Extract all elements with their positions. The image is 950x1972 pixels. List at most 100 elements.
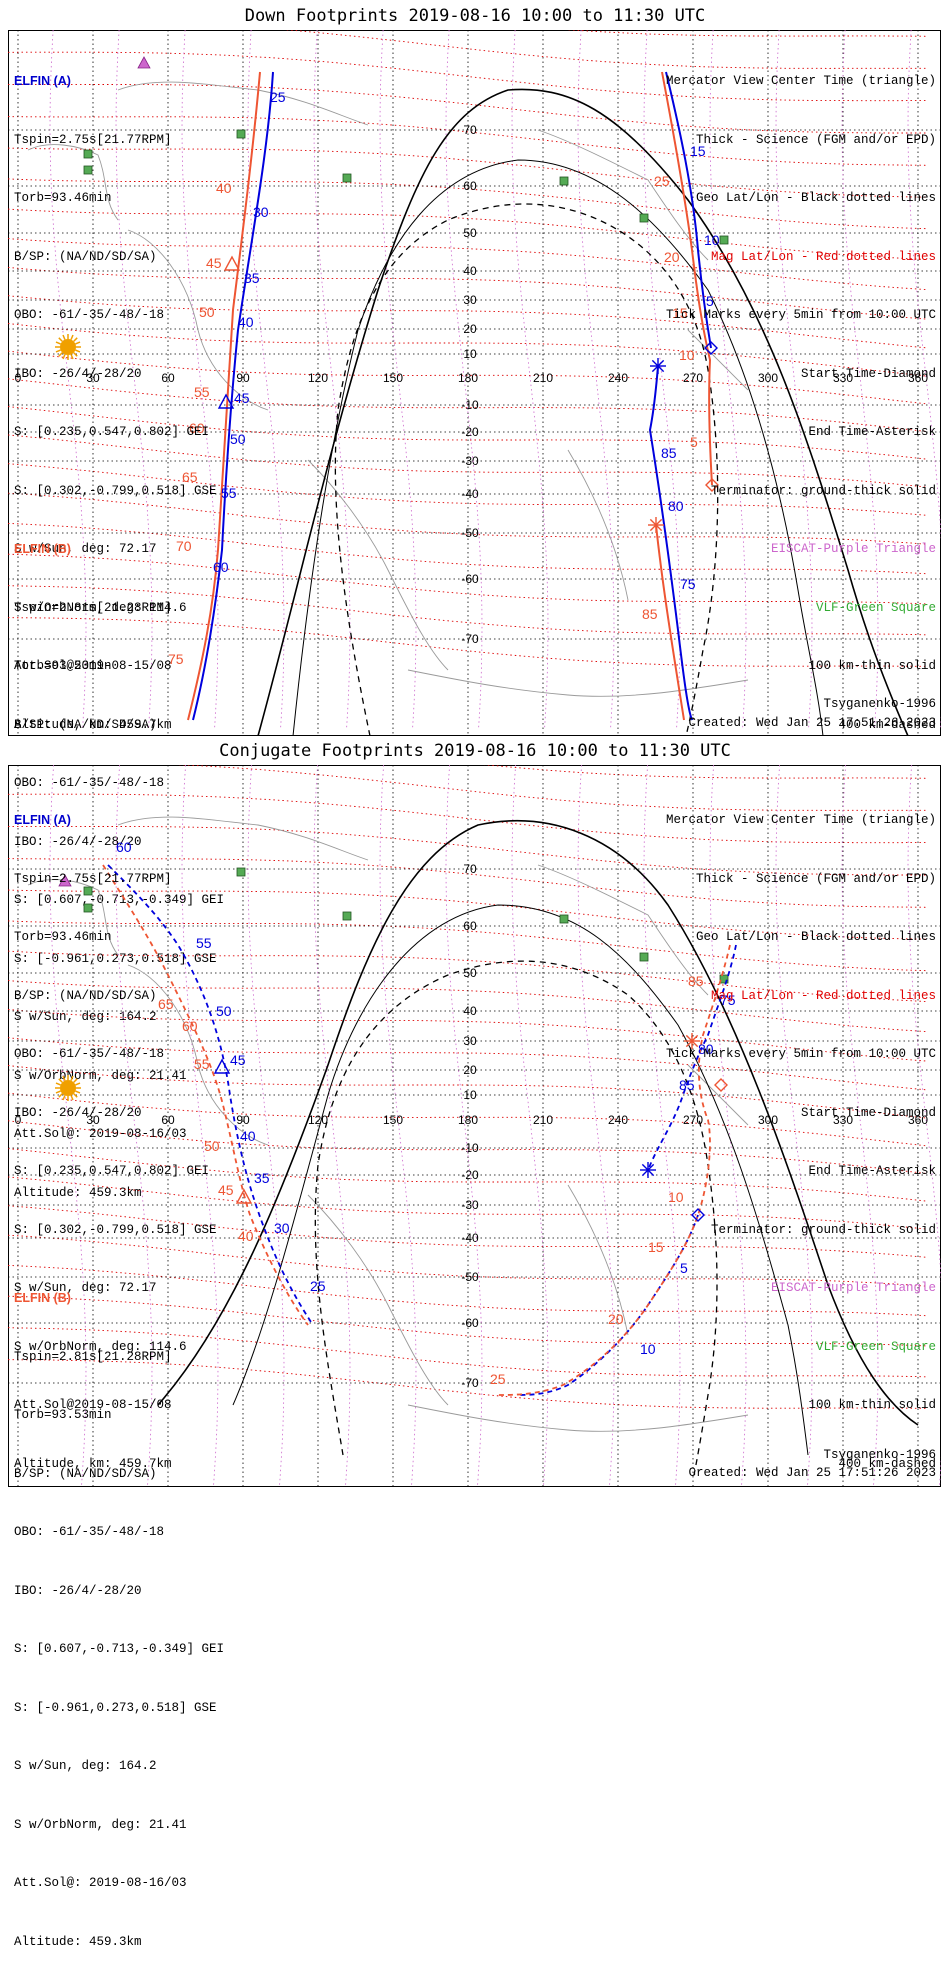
coastline — [27, 144, 119, 221]
lat-tick-label: 40 — [463, 1004, 477, 1018]
elfin-b-line: S: [0.607,-0.713,-0.349] GEI — [14, 1642, 225, 1656]
mag-lat-line — [8, 585, 929, 636]
mag-lon-line — [511, 765, 549, 1486]
terminator-100km — [292, 159, 824, 736]
mag-lat-line — [8, 406, 929, 460]
elfin-a-label-conjugate: ELFIN (A) — [14, 813, 71, 827]
sun-ray — [62, 1095, 66, 1101]
mag-lat-line — [8, 1065, 929, 1119]
sun-ray — [70, 334, 74, 340]
mag-lat-line — [8, 1234, 929, 1287]
elfin-a-track-right — [517, 944, 737, 1396]
mag-lat-line — [8, 1120, 929, 1175]
eiscat-triangle — [58, 874, 72, 887]
legend-item: Start Time-Diamond — [800, 1105, 936, 1120]
elfin-b-label-down: ELFIN (B) — [14, 542, 71, 556]
sun-ray — [73, 1078, 78, 1083]
legend-item: VLF-Green Square — [815, 600, 936, 615]
mag-lat-line — [8, 116, 929, 166]
elfin-b-time-label: 65 — [158, 996, 174, 1012]
elfin-a-time-label: 85 — [679, 1077, 695, 1093]
center-triangle — [223, 255, 241, 271]
lon-tick-label: 150 — [383, 1113, 403, 1127]
mag-lon-line — [841, 765, 879, 1486]
sun-ray — [70, 1095, 74, 1101]
lat-tick-label: -20 — [461, 425, 479, 439]
legend-item: Mercator View Center Time (triangle) — [665, 74, 936, 88]
lon-tick-label: 180 — [458, 371, 478, 385]
coastline — [687, 329, 749, 391]
vlf-station-square — [342, 173, 352, 183]
elfin-a-line: S: [0.302,-0.799,0.518] GSE — [14, 1222, 217, 1237]
sun-icon — [55, 1075, 81, 1101]
sun-ray — [62, 354, 66, 360]
vlf-station-square — [83, 886, 93, 896]
elfin-a-line: S: [0.235,0.547,0.802] GEI — [14, 1164, 210, 1178]
mag-lat-line — [8, 1148, 929, 1202]
elfin-a-time-label: 55 — [196, 935, 212, 951]
legend-item: EISCAT-Purple Triangle — [770, 1281, 936, 1295]
elfin-a-time-label: 30 — [274, 1220, 290, 1236]
legend-item: End Time-Asterisk — [808, 1164, 936, 1178]
elfin-b-time-label: 45 — [218, 1182, 234, 1198]
mag-lat-line — [8, 553, 929, 605]
elfin-b-line: S w/Sun, deg: 164.2 — [14, 1759, 157, 1773]
elfin-a-line: Altitude, km: 459.7km — [14, 717, 172, 732]
start-diamond — [704, 341, 718, 355]
sun-ray — [75, 1082, 81, 1086]
mag-lon-line — [379, 765, 417, 1486]
legend-item: Terminator: ground-thick solid — [710, 483, 936, 498]
lat-tick-label: -60 — [461, 572, 479, 586]
mag-lat-line — [8, 378, 929, 433]
elfin-a-time-label: 50 — [216, 1003, 232, 1019]
mag-lon-line — [445, 765, 483, 1486]
lon-tick-label: 210 — [533, 371, 553, 385]
sun-ray — [62, 1075, 66, 1081]
elfin-a-line: Altitude, km: 459.7km — [14, 1456, 172, 1471]
sun-ray — [70, 1075, 74, 1081]
sun-ray — [58, 352, 63, 357]
lon-tick-label: 120 — [308, 371, 328, 385]
elfin-b-line: IBO: -26/4/-28/20 — [14, 1583, 142, 1598]
mag-lat-line — [8, 920, 929, 972]
legend-item: End Time-Asterisk — [808, 425, 936, 439]
elfin-b-line: Att.Sol@: 2019-08-16/03 — [14, 1127, 187, 1141]
elfin-b-line: S: [-0.961,0.273,0.518] GSE — [14, 1700, 217, 1715]
elfin-b-info-down: ELFIN (B) Tspin=2.81s[21.28RPM] Torb=93.… — [14, 501, 224, 1223]
elfin-b-line: OBO: -61/-35/-48/-18 — [14, 776, 165, 790]
map-conjugate: 70 60 50 40 30 20 10 -10 -20 -30 -40 -50 -60 -70 0 30 60… — [8, 765, 941, 1487]
lat-tick-label: -30 — [461, 1198, 479, 1212]
asterisk-stroke — [651, 359, 665, 373]
lat-tick-label: 60 — [463, 919, 477, 933]
mag-lon-line — [313, 765, 351, 1486]
elfin-b-line: S w/OrbNorm, deg: 21.41 — [14, 1817, 187, 1832]
lat-tick-label: 70 — [463, 123, 477, 137]
elfin-b-time-label: 10 — [668, 1189, 684, 1205]
coastline — [567, 449, 629, 601]
elfin-b-time-label: 85 — [688, 973, 704, 989]
lon-tick-label: 90 — [236, 1113, 250, 1127]
coastline — [407, 1404, 749, 1432]
mag-lat-line — [8, 295, 929, 349]
elfin-b-line: Att.Sol@: 2019-08-16/03 — [14, 1876, 187, 1890]
mag-lat-line — [8, 323, 929, 377]
mag-lat-line — [8, 617, 929, 667]
sun-ray — [55, 1090, 61, 1094]
lon-tick-label: 270 — [683, 1113, 703, 1127]
mag-lon-line — [643, 765, 681, 1486]
mag-lon-line — [49, 765, 87, 1486]
elfin-a-time-label: 85 — [661, 445, 677, 461]
lon-tick-label: 240 — [608, 1113, 628, 1127]
start-diamond — [691, 1208, 705, 1222]
vlf-station-square — [639, 952, 649, 962]
elfin-a-time-label: 75 — [680, 576, 696, 592]
mag-lat-line — [8, 1037, 929, 1091]
elfin-a-time-label: 50 — [230, 431, 246, 447]
elfin-b-line: IBO: -26/4/-28/20 — [14, 834, 142, 849]
elfin-b-label-conjugate: ELFIN (B) — [14, 1291, 71, 1305]
lon-tick-label: 30 — [86, 371, 100, 385]
created-label-conjugate: Created: Wed Jan 25 17:51:26 2023 — [688, 1466, 936, 1480]
elfin-a-info-conjugate: ELFIN (A) Tspin=2.75s[21.77RPM] Torb=93.… — [14, 772, 217, 1494]
lat-tick-label: 40 — [463, 264, 477, 278]
lon-tick-label: 330 — [833, 371, 853, 385]
